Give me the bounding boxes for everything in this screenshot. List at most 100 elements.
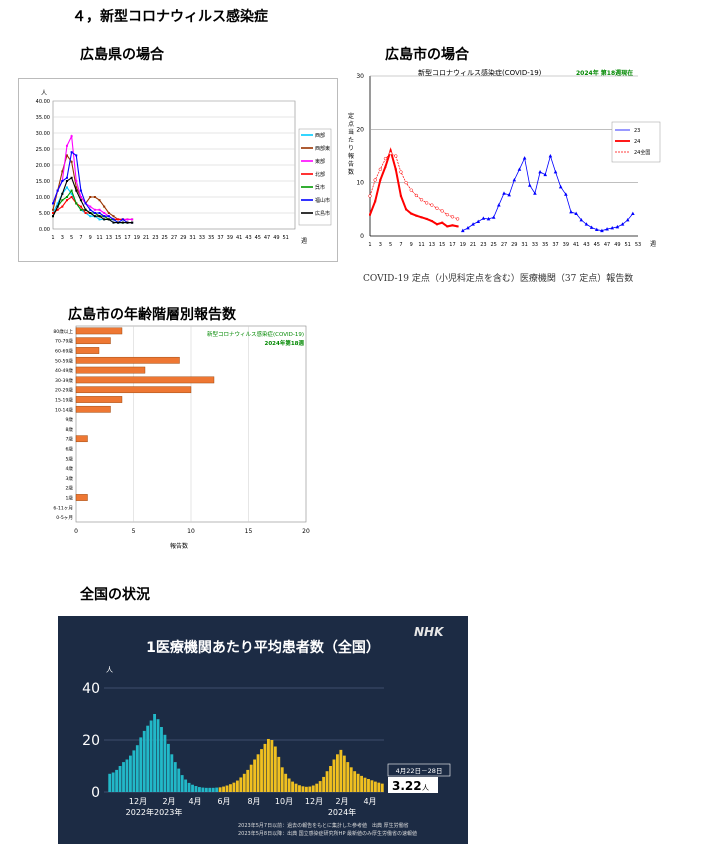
national-bar-2022-2023 <box>173 762 177 792</box>
national-bar-2023-2024 <box>277 756 281 792</box>
city-legend-label: 24全国 <box>634 149 650 156</box>
national-bar-2023-2024 <box>370 780 374 792</box>
pref-data-point <box>70 192 73 195</box>
national-chart: 1医療機関あたり平均患者数（全国） NHK 0 20 40 人 12月 2月 4月 6月 8月 10月… <box>58 616 468 844</box>
national-bar-2023-2024 <box>298 785 301 792</box>
city-data-point <box>491 215 496 219</box>
pref-y-tick-label: 30.00 <box>36 131 50 137</box>
pref-data-point <box>89 196 92 198</box>
city-chart-caption: COVID-19 定点（小児科定点を含む）医療機関（37 定点）報告数 <box>363 274 634 284</box>
pref-legend-label: 広島市 <box>315 210 330 217</box>
national-bar-2023-2024 <box>318 781 322 792</box>
pref-data-point <box>75 154 78 157</box>
city-data-point <box>564 192 568 196</box>
city-data-point <box>368 194 372 198</box>
national-callout-value: 3.22 <box>392 779 422 793</box>
pref-legend-label: 西部東 <box>315 145 330 152</box>
city-data-point <box>441 221 444 224</box>
pref-x-tick-label: 31 <box>189 235 195 241</box>
pref-data-point <box>107 212 110 214</box>
national-bar-2022-2023 <box>108 773 112 792</box>
pref-y-tick-label: 35.00 <box>36 115 50 121</box>
city-legend-label: 24 <box>634 139 640 145</box>
pref-data-point <box>52 212 54 214</box>
age-bar <box>75 376 215 384</box>
national-bar-2022-2023 <box>215 787 219 792</box>
national-bar-2023-2024 <box>284 773 288 792</box>
pref-data-point <box>61 180 64 182</box>
city-data-point <box>625 218 630 222</box>
age-bar <box>75 435 88 443</box>
pref-data-point <box>112 215 115 218</box>
city-data-point <box>507 192 511 197</box>
pref-legend-label: 北部 <box>315 171 325 178</box>
city-x-tick-label: 23 <box>480 242 486 248</box>
age-bar <box>75 494 88 501</box>
pref-data-point <box>52 215 54 218</box>
city-data-point <box>450 215 455 219</box>
national-bar-2023-2024 <box>232 782 236 792</box>
pref-data-point <box>131 221 134 224</box>
city-data-point <box>605 227 609 231</box>
national-note: 2023年5月8日以降：出典 国立感染症研究所HP 最新値のみ厚生労働省の速報値 <box>238 830 417 837</box>
city-data-point <box>414 193 419 198</box>
national-bar-2022-2023 <box>135 745 139 792</box>
section-title: ４，新型コロナウィルス感染症 <box>72 9 268 25</box>
city-x-tick-label: 51 <box>625 242 631 248</box>
pref-data-point <box>89 208 92 211</box>
age-subtitle: 2024年第18週 <box>265 339 305 347</box>
age-category-label: 1歳 <box>65 495 73 502</box>
heading-city: 広島市の場合 <box>385 47 469 63</box>
national-bar-2022-2023 <box>211 787 215 792</box>
pref-data-point <box>61 205 64 208</box>
pref-data-point <box>79 199 82 202</box>
city-y-axis-label-char: 当 <box>348 128 354 136</box>
city-data-point <box>404 181 408 185</box>
pref-data-point <box>84 202 87 205</box>
city-x-tick-label: 11 <box>418 242 424 248</box>
city-data-point <box>405 208 408 211</box>
pref-data-point <box>98 199 101 202</box>
national-month-label: 4月 <box>363 797 376 806</box>
pref-x-tick-label: 43 <box>245 235 251 241</box>
city-data-point <box>445 213 449 217</box>
pref-data-point <box>112 218 115 221</box>
pref-x-tick-label: 45 <box>255 235 261 241</box>
city-data-point <box>430 220 433 223</box>
national-y-axis-label: 人 <box>106 666 113 674</box>
age-category-label: 4歳 <box>65 465 73 472</box>
national-bar-2023-2024 <box>253 759 257 792</box>
pref-chart: 0.00 5.00 10.00 15.00 20.00 25.00 30.00 35.00 40… <box>18 78 338 262</box>
pref-data-point <box>84 212 87 214</box>
age-x-tick-label: 0 <box>74 528 78 535</box>
national-bar-2023-2024 <box>225 785 229 792</box>
city-y-tick-label: 10 <box>356 180 364 187</box>
pref-data-point <box>89 212 92 214</box>
pref-data-point <box>65 176 68 179</box>
city-data-point <box>410 212 413 215</box>
pref-data-point <box>131 218 134 221</box>
pref-x-tick-label: 13 <box>106 235 112 241</box>
pref-x-axis-label: 週 <box>301 237 307 245</box>
national-bar-2022-2023 <box>201 787 205 792</box>
city-data-point <box>610 226 615 230</box>
national-bar-2023-2024 <box>380 783 384 792</box>
national-bar-2023-2024 <box>246 769 250 792</box>
national-bar-2023-2024 <box>256 754 260 792</box>
city-x-tick-label: 1 <box>368 242 371 248</box>
age-category-label: 3歳 <box>65 475 73 482</box>
pref-legend-label: 西部 <box>315 132 325 139</box>
pref-legend-label: 東部 <box>315 158 325 165</box>
pref-data-point <box>107 218 110 221</box>
national-month-label: 2月 <box>162 797 175 806</box>
city-series-line <box>369 147 458 228</box>
pref-legend-box <box>298 128 332 226</box>
pref-x-tick-label: 7 <box>79 235 82 241</box>
pref-x-tick-label: 41 <box>236 235 242 241</box>
national-bar-2022-2023 <box>208 787 212 792</box>
pref-x-tick-label: 11 <box>96 235 102 241</box>
pref-data-point <box>70 176 73 179</box>
national-bar-2023-2024 <box>249 764 253 792</box>
pref-x-tick-label: 37 <box>217 235 223 241</box>
